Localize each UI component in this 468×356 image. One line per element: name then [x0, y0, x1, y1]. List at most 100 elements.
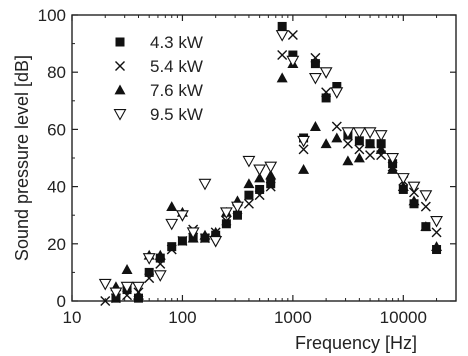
data-point [275, 30, 289, 42]
x-stroke [365, 150, 376, 161]
x-stroke [354, 144, 365, 155]
data-point [198, 178, 212, 191]
data-point [276, 72, 288, 83]
data-point [167, 242, 177, 252]
x-stroke [331, 121, 342, 132]
data-point [154, 249, 166, 260]
x-stroke [221, 215, 232, 226]
legend-label: 4.3 kW [150, 33, 203, 52]
data-point [121, 264, 133, 274]
data-point [98, 278, 112, 291]
x-tick-label: 100 [168, 308, 196, 327]
data-point [219, 207, 233, 219]
data-point [153, 270, 167, 282]
data-point [144, 273, 155, 284]
data-point [254, 172, 266, 183]
data-point [341, 127, 355, 139]
plot-area [71, 14, 457, 302]
data-point [221, 215, 232, 226]
data-point [419, 190, 433, 202]
data-point [375, 143, 387, 154]
data-point [298, 144, 309, 155]
data-point [387, 163, 399, 174]
x-stroke [265, 181, 276, 192]
x-tick-label: 1000 [274, 308, 312, 327]
data-point [364, 138, 376, 149]
x-stroke [277, 50, 288, 61]
data-point [264, 161, 278, 174]
x-axis-title: Frequency [Hz] [295, 333, 417, 353]
data-point [266, 179, 276, 189]
y-tick-label: 80 [47, 63, 66, 82]
x-tick-label: 10 [63, 308, 82, 327]
data-point [308, 72, 322, 85]
x-stroke [420, 201, 431, 212]
data-point [420, 221, 432, 232]
x-stroke [177, 235, 188, 246]
y-tick-label: 40 [47, 178, 66, 197]
data-point [321, 87, 332, 98]
data-point [120, 281, 134, 294]
data-point [397, 181, 409, 191]
data-point [330, 87, 344, 99]
y-tick-label: 20 [47, 235, 66, 254]
data-point [166, 201, 178, 212]
data-point [265, 169, 277, 180]
y-tick-label: 100 [38, 6, 66, 25]
x-stroke [321, 87, 332, 98]
x-stroke [431, 227, 442, 238]
data-point [431, 227, 442, 238]
data-point [298, 163, 310, 174]
legend-marker [114, 84, 126, 95]
x-stroke [155, 258, 166, 269]
legend-marker [115, 61, 125, 71]
data-point [109, 287, 123, 300]
data-point [286, 55, 300, 68]
data-point [186, 227, 200, 239]
data-point [243, 198, 254, 209]
data-point [353, 152, 365, 163]
data-point [144, 267, 154, 277]
data-points [98, 21, 443, 306]
data-point [365, 150, 376, 161]
data-point [376, 139, 386, 149]
data-point [209, 235, 223, 248]
data-point [310, 59, 320, 69]
data-point [374, 130, 388, 142]
data-point [177, 235, 188, 246]
legend: 4.3 kW 5.4 kW 7.6 kW 9.5 kW [113, 33, 203, 124]
legend-label: 7.6 kW [150, 81, 203, 100]
data-point [221, 219, 231, 229]
data-point [288, 50, 298, 60]
data-point [210, 226, 222, 237]
data-point [342, 155, 354, 166]
x-stroke [144, 273, 155, 284]
y-tick-label: 60 [47, 120, 66, 139]
data-point [265, 181, 276, 192]
data-point [331, 132, 343, 143]
x-stroke [342, 138, 353, 149]
data-point [243, 178, 255, 189]
x-stroke [310, 52, 321, 63]
y-tick-label: 0 [57, 292, 66, 311]
series-4 [98, 30, 443, 300]
data-point [199, 229, 211, 240]
data-point [396, 173, 410, 185]
data-point [253, 164, 267, 177]
data-point [320, 138, 332, 149]
data-point [319, 67, 333, 79]
x-stroke [166, 244, 177, 255]
data-point [408, 195, 420, 206]
data-point [166, 244, 177, 255]
data-point [232, 210, 242, 220]
data-point [176, 210, 189, 222]
x-stroke [115, 61, 125, 71]
data-point [331, 121, 342, 132]
data-point [354, 136, 364, 146]
legend-marker [115, 37, 125, 47]
data-point [430, 215, 443, 228]
data-point [386, 153, 400, 165]
data-point [321, 93, 331, 103]
data-point [277, 50, 288, 61]
